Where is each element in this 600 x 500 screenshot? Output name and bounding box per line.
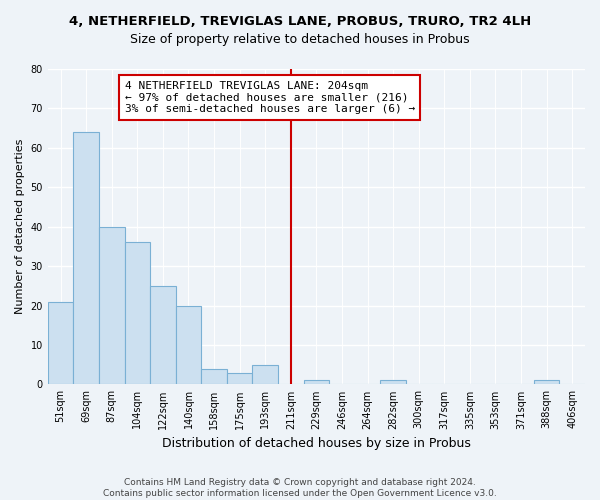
Bar (380, 380, 406, 384)
Bar (176, 306, 201, 384)
Bar (227, 372, 253, 384)
Bar (304, 380, 329, 384)
Text: 4, NETHERFIELD, TREVIGLAS LANE, PROBUS, TRURO, TR2 4LH: 4, NETHERFIELD, TREVIGLAS LANE, PROBUS, … (69, 15, 531, 28)
Bar (253, 364, 278, 384)
Bar (150, 286, 176, 384)
Bar (48, 302, 73, 384)
X-axis label: Distribution of detached houses by size in Probus: Distribution of detached houses by size … (162, 437, 471, 450)
Bar (125, 242, 150, 384)
Text: 4 NETHERFIELD TREVIGLAS LANE: 204sqm
← 97% of detached houses are smaller (216)
: 4 NETHERFIELD TREVIGLAS LANE: 204sqm ← 9… (125, 81, 415, 114)
Bar (73, 132, 99, 384)
Bar (534, 380, 559, 384)
Text: Size of property relative to detached houses in Probus: Size of property relative to detached ho… (130, 32, 470, 46)
Bar (99, 226, 125, 384)
Bar (201, 368, 227, 384)
Y-axis label: Number of detached properties: Number of detached properties (15, 139, 25, 314)
Text: Contains HM Land Registry data © Crown copyright and database right 2024.
Contai: Contains HM Land Registry data © Crown c… (103, 478, 497, 498)
